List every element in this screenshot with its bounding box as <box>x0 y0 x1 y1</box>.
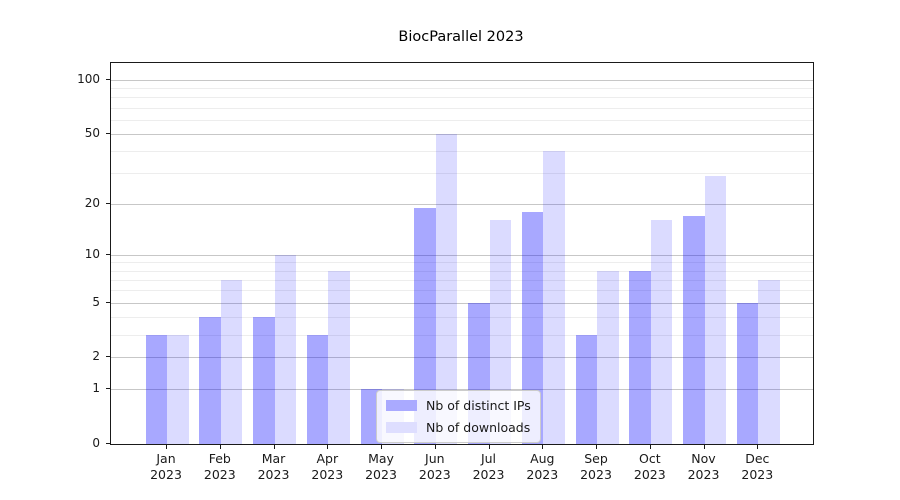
bar-downloads-sep <box>597 270 619 444</box>
y-tick-label-20: 20 <box>84 195 100 210</box>
bar-distinct-ips-jan <box>145 334 167 444</box>
y-gridline-minor-70 <box>111 107 813 109</box>
y-tick-mark-100 <box>106 78 110 80</box>
legend-item-downloads: Nb of downloads <box>386 418 531 437</box>
x-tick-label-mar: Mar 2023 <box>257 451 290 482</box>
y-gridline-50 <box>111 133 813 135</box>
y-gridline-1 <box>111 389 813 391</box>
y-gridline-100 <box>111 79 813 81</box>
x-tick-mark-feb <box>219 445 221 449</box>
y-tick-label-1: 1 <box>92 381 100 396</box>
x-tick-label-jun: Jun 2023 <box>418 451 451 482</box>
y-tick-mark-0 <box>106 443 110 444</box>
bar-distinct-ips-nov <box>683 215 705 444</box>
y-tick-label-10: 10 <box>84 246 100 261</box>
y-tick-mark-10 <box>106 253 110 255</box>
distinct-ips-swatch-icon <box>386 400 417 411</box>
x-tick-mark-jul <box>488 445 490 449</box>
y-gridline-5 <box>111 302 813 304</box>
bar-downloads-jan <box>167 334 189 444</box>
y-tick-label-0: 0 <box>92 436 100 450</box>
y-gridline-minor-6 <box>111 290 813 292</box>
y-tick-mark-20 <box>106 202 110 204</box>
legend-item-distinct-ips: Nb of distinct IPs <box>386 396 531 415</box>
y-tick-mark-1 <box>106 388 110 390</box>
x-tick-mark-sep <box>596 445 597 449</box>
y-tick-label-100: 100 <box>77 71 100 86</box>
x-tick-mark-oct <box>649 445 651 449</box>
y-gridline-minor-4 <box>111 317 813 318</box>
bar-downloads-oct <box>650 220 673 444</box>
x-tick-mark-mar <box>273 445 275 449</box>
x-tick-mark-apr <box>327 445 329 449</box>
y-gridline-minor-60 <box>111 119 813 121</box>
bar-downloads-dec <box>758 279 780 444</box>
x-tick-mark-jan <box>166 445 167 449</box>
y-tick-mark-5 <box>106 301 110 303</box>
x-tick-label-feb: Feb 2023 <box>203 451 236 482</box>
y-gridline-minor-7 <box>111 279 813 281</box>
y-tick-mark-50 <box>106 132 110 134</box>
bar-downloads-feb <box>220 279 243 444</box>
bar-downloads-nov <box>704 175 726 444</box>
y-gridline-minor-40 <box>111 151 813 152</box>
x-tick-label-apr: Apr 2023 <box>311 451 344 482</box>
x-tick-label-may: May 2023 <box>365 451 397 482</box>
x-tick-mark-may <box>381 445 382 449</box>
bar-downloads-aug <box>543 151 565 444</box>
bar-downloads-jun <box>435 133 458 444</box>
y-tick-label-50: 50 <box>84 125 100 140</box>
x-tick-mark-nov <box>703 445 705 449</box>
bar-downloads-mar <box>274 254 296 444</box>
y-gridline-minor-80 <box>111 97 813 99</box>
bar-distinct-ips-apr <box>306 334 329 444</box>
y-gridline-minor-8 <box>111 270 813 272</box>
bar-downloads-jul <box>489 220 511 444</box>
y-gridline-minor-3 <box>111 334 813 336</box>
bar-distinct-ips-oct <box>629 270 651 444</box>
x-tick-label-oct: Oct 2023 <box>633 451 666 482</box>
bar-distinct-ips-mar <box>253 317 275 444</box>
x-tick-mark-aug <box>542 445 544 449</box>
y-tick-label-5: 5 <box>92 294 100 309</box>
bar-distinct-ips-feb <box>199 317 221 444</box>
x-tick-label-aug: Aug 2023 <box>526 451 559 482</box>
x-tick-label-dec: Dec 2023 <box>741 451 774 482</box>
y-gridline-2 <box>111 357 813 359</box>
x-tick-label-sep: Sep 2023 <box>580 451 612 482</box>
y-tick-mark-2 <box>106 356 110 358</box>
x-tick-label-nov: Nov 2023 <box>687 451 720 482</box>
x-tick-label-jan: Jan 2023 <box>150 451 182 482</box>
x-tick-label-jul: Jul 2023 <box>472 451 505 482</box>
bar-distinct-ips-aug <box>521 211 544 444</box>
y-gridline-10 <box>111 254 813 256</box>
bar-distinct-ips-dec <box>736 302 759 444</box>
y-gridline-minor-30 <box>111 173 813 174</box>
x-tick-mark-jun <box>434 445 436 449</box>
legend-label-distinct-ips: Nb of distinct IPs <box>426 398 531 413</box>
x-tick-mark-dec <box>757 445 759 449</box>
bar-downloads-apr <box>328 270 350 444</box>
y-gridline-20 <box>111 203 813 205</box>
plot-area <box>110 62 814 445</box>
y-gridline-minor-9 <box>111 262 813 264</box>
bar-distinct-ips-sep <box>575 334 597 444</box>
legend-label-downloads: Nb of downloads <box>426 420 531 435</box>
chart-title: BiocParallel 2023 <box>398 29 524 45</box>
bar-distinct-ips-jun <box>414 207 436 444</box>
legend: Nb of distinct IPs Nb of downloads <box>376 390 541 443</box>
downloads-swatch-icon <box>386 422 417 433</box>
y-gridline-minor-90 <box>111 88 813 90</box>
y-tick-label-2: 2 <box>92 349 100 364</box>
